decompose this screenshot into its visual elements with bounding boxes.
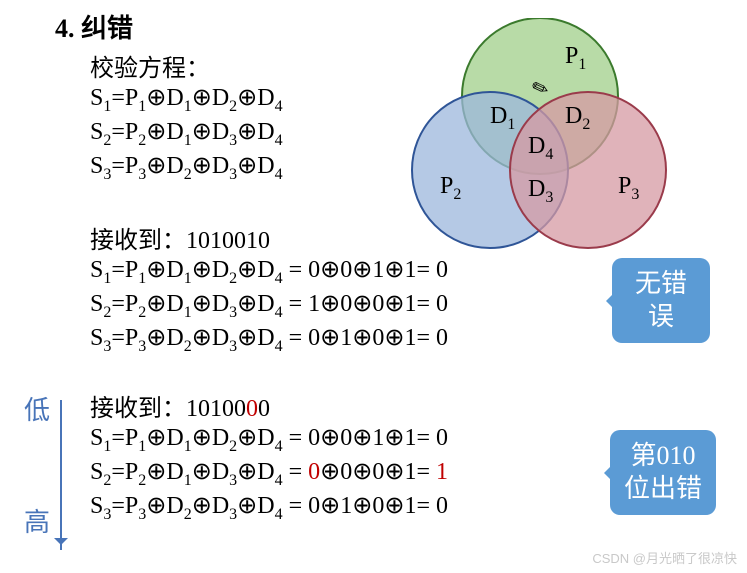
equation-line: S3=P3⊕D2⊕D3⊕D4: [90, 151, 283, 185]
label-low: 低: [24, 398, 50, 424]
callout-error-pos: 第010位出错: [610, 430, 716, 515]
block1-heading: 校验方程：: [90, 48, 283, 83]
equation-line: S1=P1⊕D1⊕D2⊕D4: [90, 83, 283, 117]
section-title: 4. 纠错: [55, 8, 133, 45]
label-high: 高: [24, 510, 50, 536]
equation-line: S3=P3⊕D2⊕D3⊕D4 = 0⊕1⊕0⊕1= 0: [90, 323, 448, 357]
page-root: 4. 纠错 校验方程： S1=P1⊕D1⊕D2⊕D4S2=P2⊕D1⊕D3⊕D4…: [0, 0, 747, 573]
equation-line: S1=P1⊕D1⊕D2⊕D4 = 0⊕0⊕1⊕1= 0: [90, 255, 448, 289]
watermark-text: CSDN @月光晒了很凉快: [592, 548, 737, 567]
callout-no-error: 无错误: [612, 258, 710, 343]
equation-line: S2=P2⊕D1⊕D3⊕D4: [90, 117, 283, 151]
section-number: 4.: [55, 14, 75, 43]
section-text: 纠错: [81, 14, 133, 43]
venn-diagram: P1P2P3D1D2D4D3: [370, 18, 700, 258]
equation-line: S1=P1⊕D1⊕D2⊕D4 = 0⊕0⊕1⊕1= 0: [90, 423, 448, 457]
equations-block-1: 校验方程： S1=P1⊕D1⊕D2⊕D4S2=P2⊕D1⊕D3⊕D4S3=P3⊕…: [90, 48, 283, 184]
equations-block-3: 接收到：1010000 S1=P1⊕D1⊕D2⊕D4 = 0⊕0⊕1⊕1= 0S…: [90, 388, 448, 524]
equation-line: S2=P2⊕D1⊕D3⊕D4 = 1⊕0⊕0⊕1= 0: [90, 289, 448, 323]
low-high-labels: 低 高: [24, 398, 50, 536]
equation-line: S3=P3⊕D2⊕D3⊕D4 = 0⊕1⊕0⊕1= 0: [90, 491, 448, 525]
down-arrow-icon: [60, 400, 62, 550]
block3-heading: 接收到：1010000: [90, 388, 448, 423]
equation-line: S2=P2⊕D1⊕D3⊕D4 = 0⊕0⊕0⊕1= 1: [90, 457, 448, 491]
